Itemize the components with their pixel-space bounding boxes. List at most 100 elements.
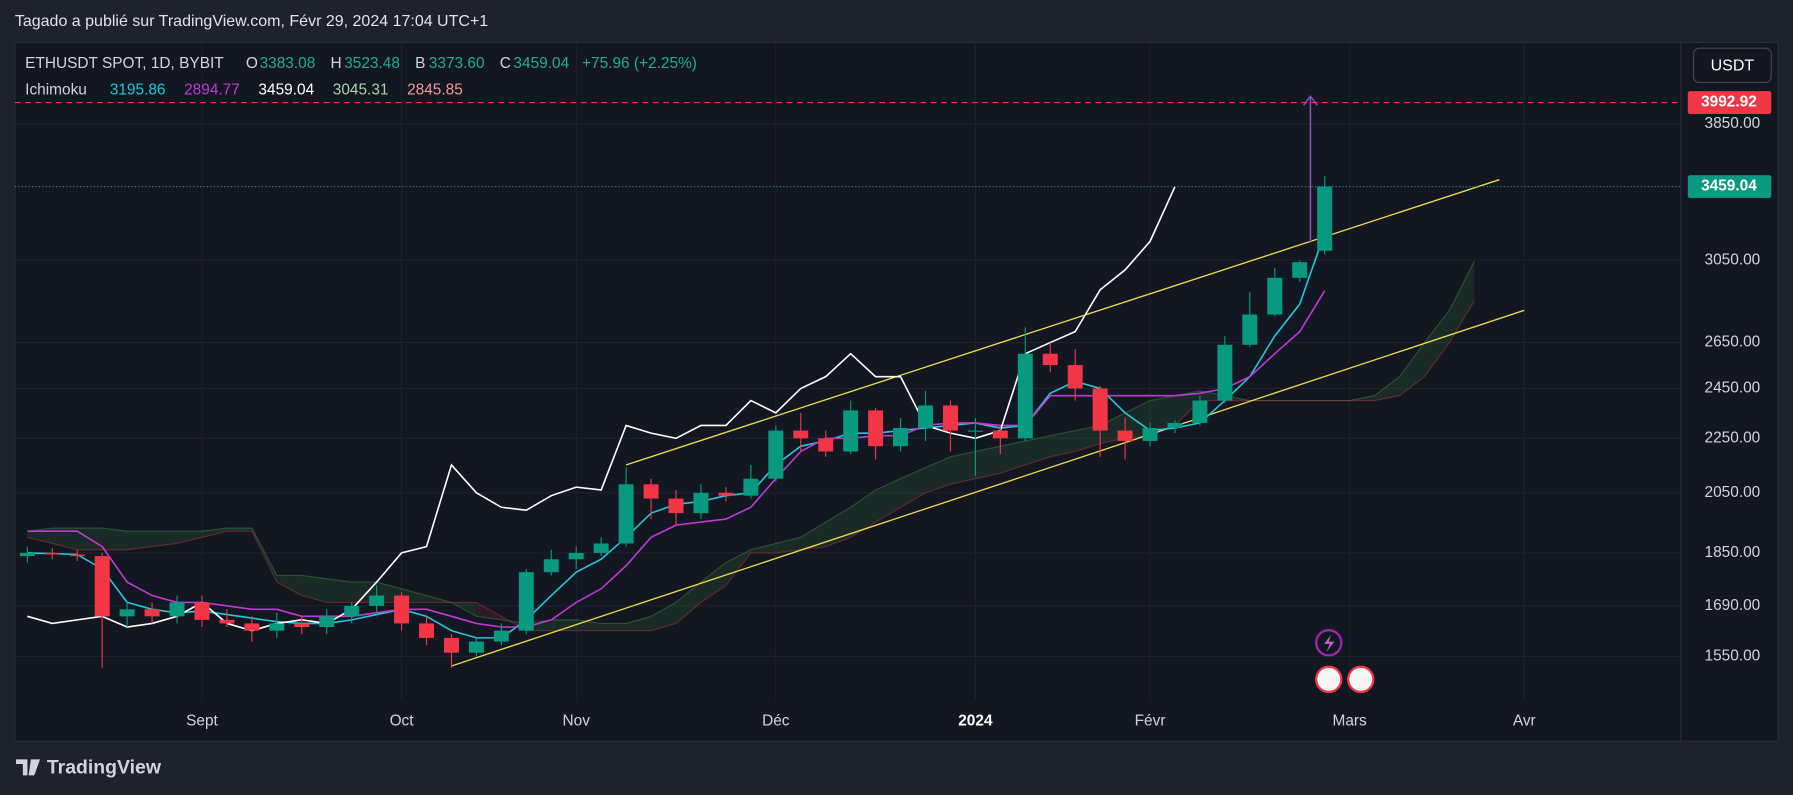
x-tick-label: 2024 bbox=[958, 713, 993, 730]
ohlc-key: O bbox=[246, 55, 258, 72]
change: +75.96 (+2.25%) bbox=[582, 55, 697, 72]
candle-body bbox=[1167, 422, 1183, 429]
cloud-segment bbox=[676, 582, 701, 624]
cloud-segment bbox=[1424, 310, 1450, 377]
candle-body bbox=[169, 602, 185, 617]
candle-body bbox=[942, 405, 958, 431]
candle-body bbox=[1267, 277, 1283, 315]
cloud-segment bbox=[1174, 390, 1200, 426]
y-tick-label: 2250.00 bbox=[1705, 429, 1761, 446]
x-tick-label: Nov bbox=[562, 713, 590, 730]
ohlc-value: 3523.48 bbox=[344, 55, 400, 72]
cloud-segment bbox=[551, 619, 577, 631]
ohlc-key: C bbox=[500, 55, 511, 72]
currency[interactable]: USDT bbox=[1711, 58, 1755, 75]
ohlc-value: 3459.04 bbox=[513, 55, 569, 72]
candle-body bbox=[1292, 262, 1308, 278]
indicator-value: 3195.86 bbox=[110, 82, 166, 99]
candle-body bbox=[1042, 353, 1058, 366]
candle-body bbox=[818, 438, 834, 452]
cloud-segment bbox=[800, 522, 826, 550]
candle-body bbox=[868, 410, 884, 447]
candle-body bbox=[194, 602, 210, 620]
brand-logo bbox=[16, 759, 41, 776]
indicator-name: Ichimoku bbox=[25, 82, 87, 99]
ohlc-value: 3373.60 bbox=[429, 55, 485, 72]
cloud-segment bbox=[1374, 376, 1400, 401]
cloud-segment bbox=[301, 575, 327, 603]
x-tick-label: Avr bbox=[1513, 713, 1536, 730]
price-label: 3459.04 bbox=[1701, 178, 1757, 195]
event-bolt bbox=[1324, 634, 1335, 652]
candle-body bbox=[19, 552, 35, 557]
candle-body bbox=[1242, 314, 1258, 345]
candle-body bbox=[618, 484, 634, 544]
candle-body bbox=[843, 410, 859, 452]
candle-body bbox=[967, 430, 983, 432]
ohlc-key: H bbox=[330, 55, 341, 72]
cloud-segment bbox=[825, 507, 851, 547]
y-tick-label: 2050.00 bbox=[1705, 484, 1761, 501]
candle-body bbox=[119, 609, 135, 617]
cloud-segment bbox=[1025, 435, 1051, 465]
candle-body bbox=[518, 572, 534, 631]
candle-body bbox=[1192, 400, 1208, 423]
y-tick-label: 1690.00 bbox=[1705, 597, 1761, 614]
trendline bbox=[451, 309, 1525, 667]
cloud-segment bbox=[626, 616, 652, 631]
indicator-line bbox=[27, 290, 1326, 628]
cloud-segment bbox=[102, 528, 128, 550]
candle-body bbox=[44, 552, 60, 555]
cloud-segment bbox=[700, 562, 726, 603]
candle-body bbox=[219, 619, 235, 624]
publisher-line: Tagado a publié sur TradingView.com, Fév… bbox=[15, 13, 488, 30]
candle-body bbox=[1317, 186, 1333, 251]
cloud-segment bbox=[750, 543, 776, 553]
currency-button[interactable] bbox=[1692, 47, 1772, 84]
candle-body bbox=[394, 595, 410, 624]
candle-body bbox=[768, 430, 784, 479]
event-flag[interactable] bbox=[1347, 665, 1375, 694]
indicator-value: 3459.04 bbox=[258, 82, 314, 99]
candle-body bbox=[344, 605, 360, 617]
cloud-segment bbox=[1050, 430, 1076, 457]
cloud-segment bbox=[1449, 261, 1475, 343]
candle-body bbox=[743, 478, 759, 496]
candle-body bbox=[593, 543, 609, 553]
cloud-segment bbox=[476, 602, 502, 620]
x-tick-label: Mars bbox=[1332, 713, 1367, 730]
cloud-segment bbox=[52, 528, 78, 550]
trendline bbox=[625, 179, 1500, 466]
candle-body bbox=[668, 498, 684, 514]
candle-body bbox=[294, 623, 310, 628]
y-tick-label: 2650.00 bbox=[1705, 334, 1761, 351]
indicator-line bbox=[27, 186, 1176, 632]
y-tick-label: 3050.00 bbox=[1705, 251, 1761, 268]
cloud-segment bbox=[601, 623, 627, 631]
x-tick-label: Déc bbox=[762, 713, 790, 730]
candle-body bbox=[144, 609, 160, 617]
cloud-segment bbox=[1000, 440, 1026, 474]
candle-body bbox=[568, 552, 584, 560]
candle-body bbox=[643, 484, 659, 499]
y-tick-label: 2450.00 bbox=[1705, 380, 1761, 397]
event-flag[interactable] bbox=[1315, 665, 1343, 694]
y-tick-label: 1850.00 bbox=[1705, 544, 1761, 561]
cloud-line bbox=[27, 260, 1475, 625]
price-label-box bbox=[1687, 91, 1772, 115]
brand: TradingView bbox=[47, 757, 162, 779]
candle-body bbox=[369, 595, 385, 606]
x-tick-label: Oct bbox=[390, 713, 415, 730]
candle-body bbox=[992, 430, 1008, 439]
price-label: 3992.92 bbox=[1701, 94, 1757, 111]
ohlc-key: B bbox=[415, 55, 425, 72]
cloud-segment bbox=[177, 531, 202, 544]
candle-body bbox=[419, 623, 435, 638]
cloud-segment bbox=[127, 531, 153, 550]
event-icon[interactable] bbox=[1315, 629, 1343, 657]
cloud-segment bbox=[651, 602, 677, 631]
candle-body bbox=[543, 559, 559, 573]
plot-area bbox=[14, 42, 1681, 700]
